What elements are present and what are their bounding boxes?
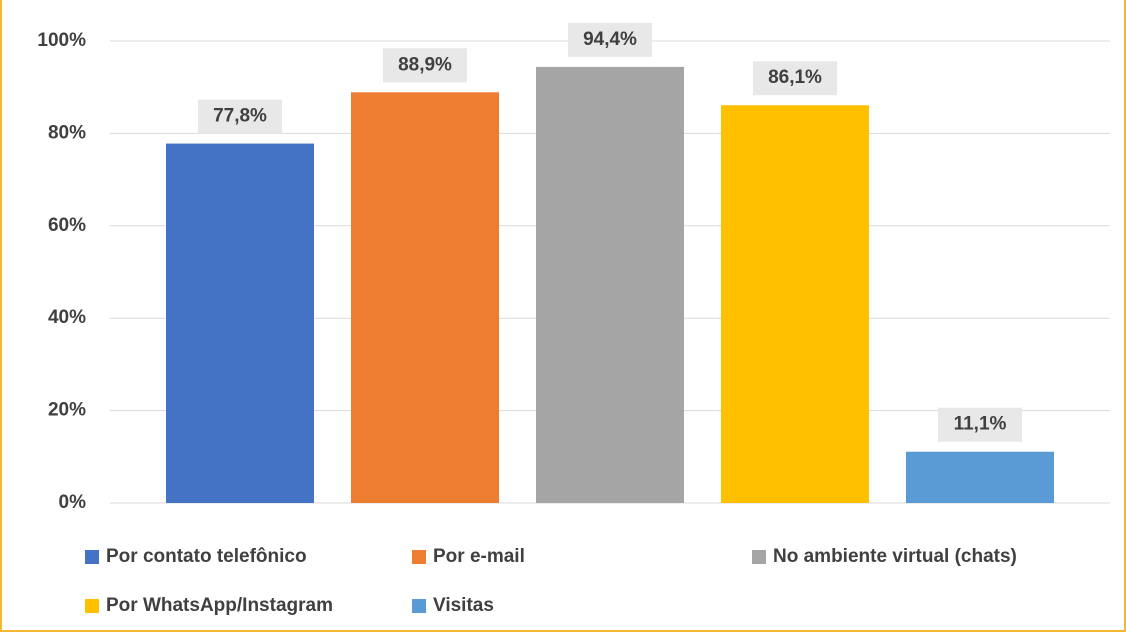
data-label-box — [383, 48, 467, 83]
y-tick-label: 0% — [59, 492, 87, 513]
data-label: 94,4% — [583, 29, 637, 50]
bar — [721, 105, 869, 503]
legend-swatch — [412, 550, 426, 564]
bar — [166, 143, 314, 503]
y-tick-label: 80% — [48, 122, 86, 143]
y-tick-label: 20% — [48, 400, 86, 421]
legend-label: Visitas — [433, 595, 494, 616]
bar — [351, 92, 499, 504]
y-tick-label: 40% — [48, 307, 86, 328]
data-label-box — [198, 99, 282, 134]
data-label-box — [568, 22, 652, 57]
bar — [906, 451, 1054, 503]
legend-swatch — [412, 599, 426, 613]
data-label-box — [753, 61, 837, 96]
legend-swatch — [85, 599, 99, 613]
legend-swatch — [752, 550, 766, 564]
data-label-box — [938, 407, 1022, 442]
y-tick-label: 100% — [37, 30, 86, 51]
legend-label: Por contato telefônico — [106, 546, 307, 567]
data-label: 86,1% — [768, 67, 822, 88]
legend-label: No ambiente virtual (chats) — [773, 546, 1017, 567]
legend-label: Por e-mail — [433, 546, 525, 567]
data-label: 11,1% — [954, 414, 1007, 435]
bar — [536, 66, 684, 503]
legend-label: Por WhatsApp/Instagram — [106, 595, 333, 616]
y-tick-label: 60% — [48, 215, 86, 236]
data-label: 77,8% — [213, 106, 267, 127]
data-label: 88,9% — [398, 54, 452, 75]
legend-swatch — [85, 550, 99, 564]
